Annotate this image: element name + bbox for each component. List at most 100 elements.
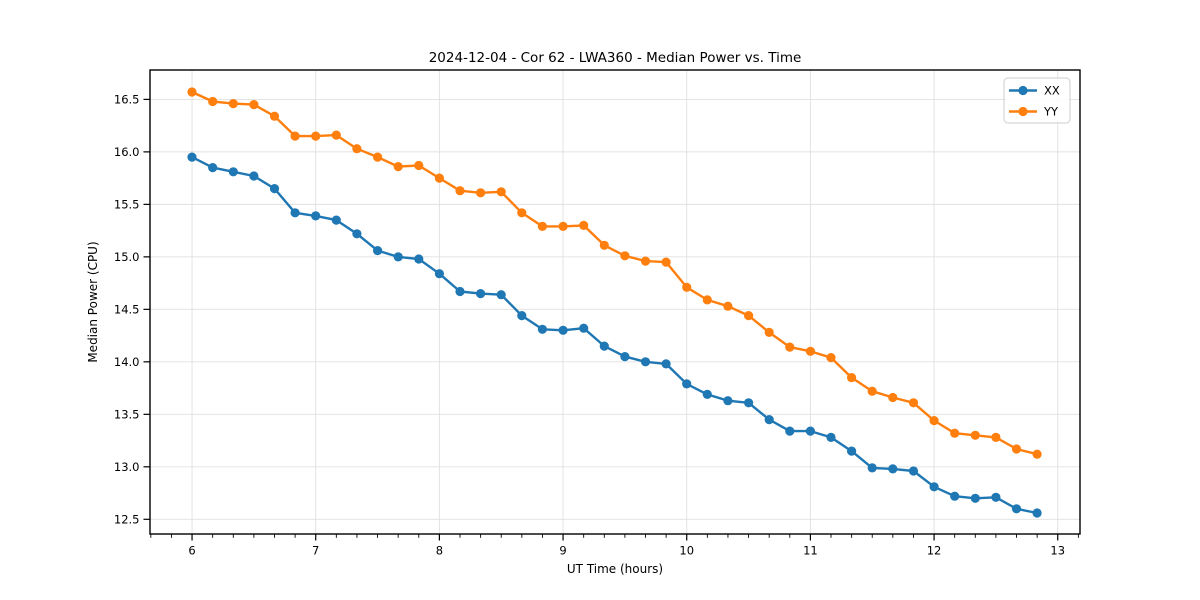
- data-point: [517, 311, 527, 321]
- data-point: [847, 446, 857, 456]
- data-point: [414, 160, 424, 171]
- data-point: [867, 463, 877, 473]
- data-point: [682, 379, 692, 389]
- data-point: [888, 392, 898, 403]
- data-point: [228, 167, 238, 177]
- data-point: [187, 152, 197, 162]
- data-point: [455, 186, 465, 196]
- data-point: [537, 221, 548, 231]
- data-point: [455, 286, 465, 297]
- data-point: [393, 162, 403, 172]
- y-axis-label: Median Power (CPU): [86, 241, 100, 362]
- y-tick-label: 13.5: [114, 408, 140, 422]
- data-point: [208, 163, 218, 173]
- data-point: [373, 152, 383, 162]
- x-tick-label: 8: [436, 544, 443, 558]
- data-point: [929, 482, 939, 492]
- y-tick-label: 13.0: [114, 460, 140, 474]
- x-tick-label: 7: [312, 544, 319, 558]
- x-tick-label: 12: [927, 544, 942, 558]
- data-point: [764, 415, 774, 425]
- data-point: [393, 252, 403, 262]
- data-point: [991, 492, 1001, 502]
- x-tick-label: 10: [679, 544, 694, 558]
- y-tick-label: 15.5: [114, 198, 140, 212]
- y-tick-label: 15.0: [114, 250, 140, 264]
- data-point: [764, 327, 774, 337]
- data-point: [929, 416, 939, 426]
- data-point: [311, 131, 321, 141]
- data-point: [950, 428, 960, 438]
- axes-border: [149, 69, 1081, 535]
- data-point: [476, 289, 486, 299]
- data-point: [599, 341, 609, 351]
- data-point: [785, 426, 795, 436]
- data-point: [496, 187, 506, 197]
- legend-item-xx: XX: [1009, 84, 1060, 98]
- data-point: [888, 464, 898, 474]
- data-point: [558, 325, 568, 335]
- data-point: [620, 251, 630, 261]
- data-point: [723, 396, 733, 406]
- data-point: [805, 426, 816, 436]
- data-point: [208, 96, 218, 107]
- data-point: [434, 269, 444, 279]
- series-xx: [187, 152, 1042, 518]
- data-point: [702, 295, 712, 305]
- data-point: [826, 353, 836, 363]
- data-point: [640, 357, 651, 367]
- data-point: [311, 211, 321, 221]
- y-tick-label: 14.0: [114, 355, 140, 369]
- data-point: [744, 398, 754, 408]
- data-point: [661, 359, 671, 369]
- x-axis: 6 7 8 9 10 11 12 13: [150, 534, 1079, 558]
- data-point: [826, 432, 836, 442]
- legend-label: YY: [1043, 105, 1059, 119]
- y-axis: 12.5 13.0 13.5 14.0 14.5 15.0 15.5 16.0 16.5: [114, 93, 150, 527]
- data-point: [970, 430, 980, 440]
- legend-item-yy: YY: [1009, 105, 1059, 119]
- data-point: [187, 87, 197, 97]
- data-point: [352, 144, 362, 154]
- data-point: [290, 208, 300, 218]
- data-point: [373, 246, 383, 256]
- data-point: [744, 311, 754, 321]
- data-point: [908, 466, 919, 476]
- data-point: [805, 346, 816, 356]
- data-point: [991, 432, 1001, 442]
- data-point: [290, 131, 300, 141]
- data-point: [908, 398, 919, 408]
- series-yy: [187, 87, 1042, 459]
- data-point: [640, 256, 651, 266]
- data-point: [1032, 449, 1042, 459]
- data-point: [785, 342, 795, 352]
- data-point: [620, 352, 630, 362]
- y-tick-label: 14.5: [114, 303, 140, 317]
- chart-title: 2024-12-04 - Cor 62 - LWA360 - Median Po…: [429, 50, 802, 66]
- data-point: [331, 215, 341, 225]
- data-point: [558, 221, 568, 231]
- data-point: [579, 323, 589, 333]
- data-point: [1032, 508, 1042, 518]
- data-point: [269, 184, 280, 194]
- x-tick-label: 13: [1050, 544, 1065, 558]
- data-point: [414, 254, 424, 264]
- legend-sample-marker: [1018, 106, 1028, 117]
- legend-box: [1003, 77, 1071, 124]
- data-point: [517, 208, 527, 218]
- legend-sample-marker: [1018, 85, 1028, 96]
- data-point: [682, 282, 692, 292]
- data-point: [599, 240, 609, 250]
- data-point: [950, 491, 960, 501]
- data-point: [228, 99, 238, 109]
- x-axis-label: UT Time (hours): [567, 562, 663, 576]
- gridlines: [150, 70, 1080, 534]
- data-point: [1011, 444, 1022, 454]
- data-point: [249, 171, 259, 181]
- y-tick-label: 16.5: [114, 93, 140, 107]
- data-point: [579, 220, 589, 230]
- legend-label: XX: [1044, 84, 1060, 98]
- data-point: [702, 389, 712, 399]
